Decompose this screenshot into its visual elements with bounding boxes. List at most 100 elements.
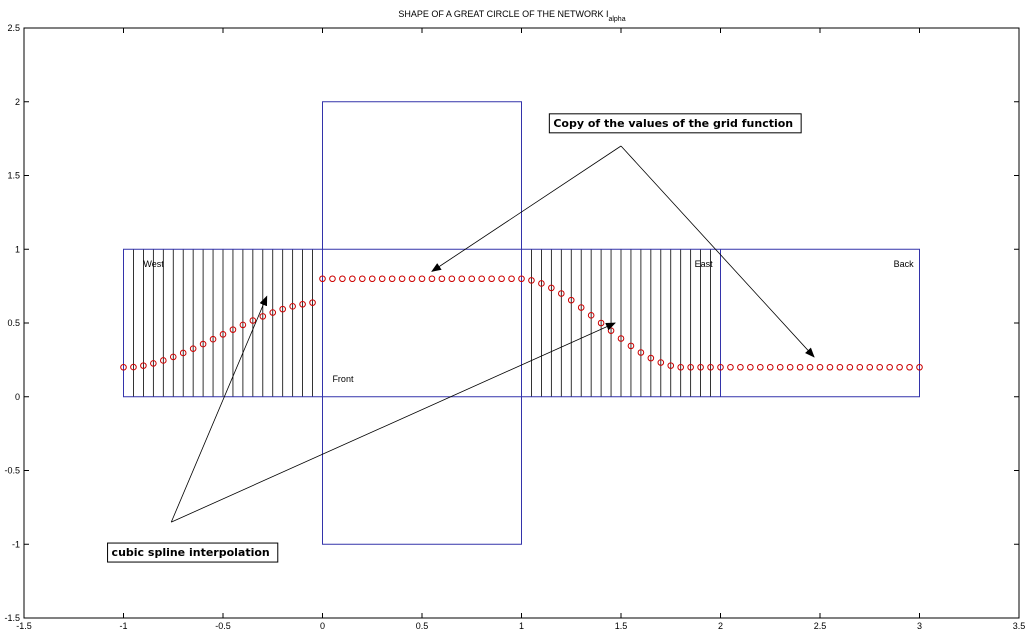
region-label-west: West — [143, 259, 164, 269]
region-label-front: Front — [332, 374, 354, 384]
annotation-text: cubic spline interpolation — [112, 546, 270, 559]
y-tick-label: -1 — [12, 539, 20, 549]
data-point — [617, 335, 625, 342]
data-points — [120, 275, 923, 371]
data-point — [587, 312, 595, 319]
data-point — [826, 363, 834, 371]
data-point — [816, 363, 824, 371]
data-point — [916, 363, 923, 371]
data-point — [597, 319, 605, 327]
data-point — [388, 275, 396, 283]
y-tick-label: 1.5 — [7, 171, 20, 181]
y-tick-label: 0 — [15, 392, 20, 402]
x-tick-label: 3 — [917, 621, 922, 631]
annotations: Copy of the values of the grid function c… — [107, 113, 815, 563]
data-point — [309, 299, 316, 306]
data-point — [876, 363, 884, 371]
data-point — [627, 342, 635, 350]
x-tick-label: 1 — [519, 621, 524, 631]
region-label-east: East — [695, 259, 714, 269]
data-point — [567, 296, 575, 304]
annotation-arrow — [620, 145, 815, 358]
chart-title: SHAPE OF A GREAT CIRCLE OF THE NETWORK I… — [398, 9, 625, 23]
data-point — [508, 275, 515, 283]
data-point — [130, 363, 137, 371]
data-point — [249, 317, 257, 324]
data-point — [458, 275, 466, 283]
axis-ticks: -1.5 -1 -0.5 0 0.5 1 1.5 2 2.5 3 3.5 -1.5 -1 -0.5 0 0.5… — [4, 23, 1025, 631]
data-point — [199, 340, 207, 348]
data-point — [150, 360, 157, 367]
data-point — [378, 275, 386, 283]
chart-title-subscript: alpha — [608, 16, 625, 23]
face-rectangles — [123, 101, 920, 545]
data-point — [279, 305, 287, 313]
data-point — [866, 363, 874, 371]
data-point — [647, 354, 655, 362]
annotation-text: Copy of the values of the grid function — [553, 117, 793, 130]
data-point — [498, 275, 505, 283]
region-labels: West East Back Front — [143, 259, 914, 384]
data-point — [856, 363, 864, 371]
data-point — [339, 275, 346, 283]
data-point — [747, 363, 754, 371]
y-tick-label: 1 — [15, 244, 20, 254]
data-point — [538, 280, 545, 287]
data-point — [319, 275, 326, 283]
chart-title-main: SHAPE OF A GREAT CIRCLE OF THE NETWORK I — [398, 9, 608, 19]
y-tick-label: -0.5 — [4, 466, 20, 476]
x-tick-label: 1.5 — [615, 621, 628, 631]
data-point — [677, 363, 685, 371]
data-point — [806, 363, 814, 371]
x-tick-label: 3.5 — [1013, 621, 1026, 631]
annotation-box — [107, 542, 279, 563]
data-point — [727, 363, 734, 371]
y-tick-label: 2.5 — [7, 23, 20, 33]
data-point — [846, 363, 854, 371]
data-point — [786, 363, 794, 371]
data-point — [577, 304, 585, 311]
y-tick-label: -1.5 — [4, 613, 20, 623]
data-point — [766, 363, 774, 371]
annotation-0: Copy of the values of the grid function — [431, 113, 815, 358]
data-point — [229, 326, 237, 333]
data-point — [488, 275, 495, 283]
data-point — [239, 321, 247, 329]
data-point — [428, 275, 436, 283]
data-point — [518, 275, 525, 283]
data-point — [359, 275, 366, 283]
y-tick-label: 0.5 — [7, 318, 20, 328]
data-point — [329, 275, 336, 283]
x-tick-label: 0.5 — [416, 621, 429, 631]
data-point — [259, 313, 267, 320]
x-tick-label: -1 — [119, 621, 127, 631]
x-tick-label: -0.5 — [215, 621, 231, 631]
data-point — [269, 309, 277, 316]
data-point — [667, 362, 675, 369]
x-tick-label: 0 — [320, 621, 325, 631]
vertical-grid-lines — [133, 249, 711, 397]
data-point — [169, 353, 177, 361]
data-point — [637, 349, 645, 356]
data-point — [657, 359, 665, 366]
data-point — [140, 362, 147, 369]
data-point — [717, 363, 724, 371]
data-point — [418, 275, 426, 283]
data-point — [299, 300, 306, 308]
data-point — [160, 357, 167, 364]
data-point — [796, 363, 804, 371]
annotation-1: cubic spline interpolation — [107, 295, 616, 563]
data-point — [697, 363, 704, 371]
data-point — [398, 275, 406, 283]
front-face — [322, 101, 522, 545]
region-label-back: Back — [894, 259, 915, 269]
data-point — [179, 349, 187, 357]
data-point — [438, 275, 446, 283]
data-point — [408, 275, 416, 283]
data-point — [468, 275, 476, 283]
data-point — [757, 363, 764, 371]
data-point — [906, 363, 913, 371]
data-point — [886, 363, 893, 371]
data-point — [478, 275, 486, 283]
